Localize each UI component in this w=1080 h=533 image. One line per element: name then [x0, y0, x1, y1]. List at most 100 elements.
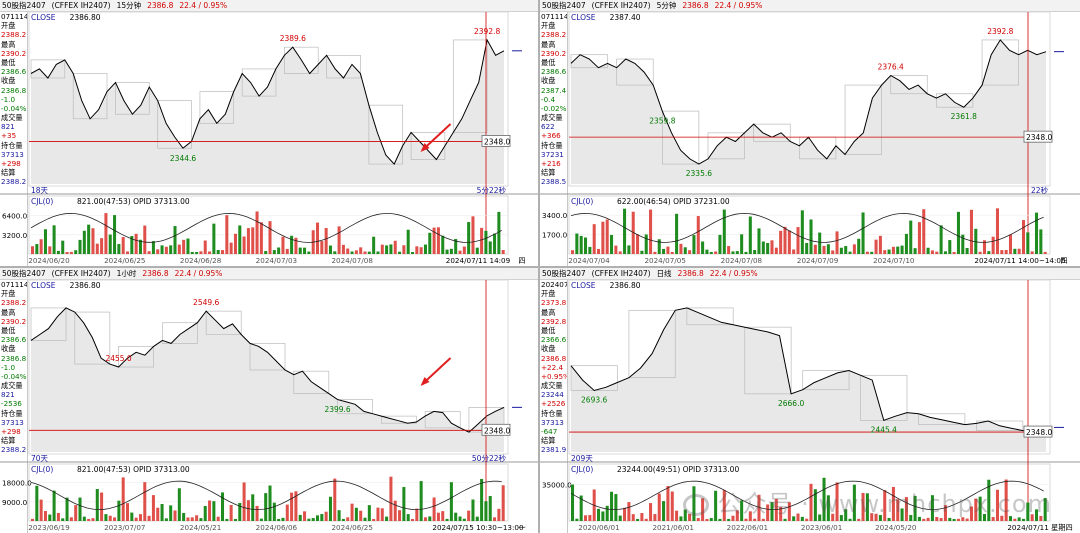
- sidebar-value: 2390.2: [541, 48, 567, 58]
- volume-info: 821.00(47:53) OPID 37313.00: [77, 465, 190, 474]
- date-axis-label: 2020/06/01: [578, 523, 619, 532]
- date-axis-label: 2024/06/06: [256, 523, 298, 532]
- volume-bar: [398, 510, 402, 521]
- volume-bar: [160, 245, 164, 254]
- chart-panel-p1[interactable]: 50股指2407 (CFFEX IH2407) 15分钟 2386.8 22.4 / 0…: [0, 0, 538, 266]
- volume-bar: [43, 511, 47, 521]
- volume-bar: [35, 244, 39, 254]
- volume-indicator-label[interactable]: CJL(0): [571, 465, 593, 474]
- volume-bar: [354, 507, 358, 521]
- volume-bar: [679, 516, 683, 521]
- panel-title-bar[interactable]: 50股指2407 (CFFEX IH2407) 日线 2386.8 22.4 / 0.9…: [540, 268, 1080, 280]
- volume-bar: [281, 236, 285, 254]
- period-selector[interactable]: 15分钟: [116, 1, 142, 10]
- volume-indicator-label[interactable]: CJL(0): [31, 465, 53, 474]
- sidebar-value: +298: [1, 159, 21, 168]
- chart-panel-p3[interactable]: 50股指2407 (CFFEX IH2407) 1小时 2386.8 22.4 / 0.…: [0, 268, 538, 533]
- symbol-label[interactable]: 50股指2407: [2, 1, 46, 10]
- sidebar-value: +35: [1, 131, 17, 141]
- price-axis-label: 2348.0: [1026, 428, 1052, 437]
- sidebar-value: 37313: [541, 417, 564, 427]
- volume-bar: [636, 234, 640, 254]
- volume-bar: [169, 245, 173, 254]
- volume-bar: [926, 247, 930, 254]
- date-code: 07111409: [1, 280, 27, 289]
- chart-svg[interactable]: 2359.8 2335.6 2376.4 2361.8 2392.8 2348.0 22秒 C…: [540, 0, 1080, 266]
- volume-bar: [285, 248, 289, 254]
- period-selector[interactable]: 5分钟: [656, 1, 677, 10]
- volume-bar: [497, 211, 501, 254]
- symbol-label[interactable]: 50股指2407: [542, 269, 586, 278]
- volume-bar: [307, 251, 311, 254]
- close-indicator[interactable]: CLOSE 2386.80: [571, 281, 641, 290]
- volume-bar: [173, 226, 177, 254]
- volume-bar: [333, 478, 337, 521]
- volume-bar: [462, 246, 466, 254]
- sidebar-value: -647: [541, 427, 558, 436]
- volume-bar: [874, 239, 878, 254]
- volume-bar: [839, 247, 843, 254]
- volume-bar: [861, 212, 865, 254]
- chart-panel-p2[interactable]: 50股指2407 (CFFEX IH2407) 5分钟 2386.8 22.4 / 0.…: [540, 0, 1080, 266]
- volume-bar: [337, 226, 341, 254]
- volume-bar: [800, 210, 804, 254]
- close-indicator[interactable]: CLOSE 2386.80: [31, 13, 101, 22]
- volume-bar: [627, 502, 631, 521]
- volume-info: 622.00(46:54) OPID 37231.00: [617, 197, 730, 206]
- volume-bar: [852, 484, 856, 521]
- volume-bar: [255, 211, 259, 254]
- volume-bar: [328, 245, 332, 254]
- close-indicator[interactable]: CLOSE 2387.40: [571, 13, 641, 22]
- sidebar-value: 2390.2: [1, 48, 27, 58]
- symbol-label[interactable]: 50股指2407: [2, 269, 46, 278]
- date-axis-label: 四: [518, 256, 525, 265]
- volume-bar: [134, 517, 138, 521]
- contract-code: (CFFEX IH2407): [591, 1, 651, 10]
- period-selector[interactable]: 1小时: [116, 269, 137, 278]
- volume-bar: [978, 251, 982, 254]
- volume-bar: [744, 251, 748, 254]
- volume-bar: [95, 489, 99, 521]
- volume-bar: [359, 247, 363, 254]
- volume-bar: [1000, 515, 1004, 521]
- volume-bar: [735, 510, 739, 521]
- range-box: [368, 104, 403, 165]
- range-box: [802, 370, 850, 391]
- chart-svg[interactable]: 2389.6 2344.6 2392.8 2348.0 18天 5分22秒 CJL(0) 82…: [0, 0, 538, 266]
- volume-bar: [662, 501, 666, 521]
- volume-bar: [982, 513, 986, 521]
- sidebar-value: 成交量: [541, 381, 563, 391]
- sidebar-value: 2373.8: [541, 298, 567, 308]
- last-price: 2386.8: [682, 1, 709, 10]
- volume-bar: [143, 482, 147, 521]
- volume-bar: [458, 250, 462, 254]
- close-indicator[interactable]: CLOSE 2386.80: [31, 281, 101, 290]
- volume-bar: [285, 504, 289, 521]
- volume-bar: [475, 247, 479, 254]
- volume-indicator-label[interactable]: CJL(0): [31, 197, 53, 206]
- sidebar-value: 821: [1, 122, 15, 132]
- volume-bar: [649, 209, 653, 254]
- symbol-label[interactable]: 50股指2407: [542, 1, 586, 10]
- volume-bar: [662, 248, 666, 254]
- volume-indicator-label[interactable]: CJL(0): [571, 197, 593, 206]
- period-selector[interactable]: 日线: [656, 269, 672, 278]
- volume-bar: [597, 248, 601, 254]
- volume-bar: [1013, 248, 1017, 254]
- range-box: [744, 326, 792, 395]
- volume-bar: [411, 251, 415, 254]
- volume-bar: [800, 516, 804, 521]
- range-box: [162, 322, 198, 344]
- chart-panel-p4[interactable]: 50股指2407 (CFFEX IH2407) 日线 2386.8 22.4 / 0.9…: [540, 268, 1080, 533]
- date-axis-label: 2024/06/20: [28, 256, 70, 265]
- volume-tick-label: 35000.0: [542, 480, 572, 489]
- volume-bar: [766, 504, 770, 521]
- horizontal-splitter[interactable]: [0, 266, 1080, 268]
- volume-bar: [69, 251, 73, 254]
- chart-svg[interactable]: 2455.0 2549.6 2399.6 2348.0 70天 50分22秒 CJL(0) 8…: [0, 268, 538, 533]
- sidebar-value: 结算: [541, 168, 556, 178]
- price-change: 22.4 / 0.95%: [174, 269, 223, 278]
- volume-bar: [333, 251, 337, 254]
- price-line: [570, 307, 1047, 432]
- volume-bar: [584, 237, 588, 254]
